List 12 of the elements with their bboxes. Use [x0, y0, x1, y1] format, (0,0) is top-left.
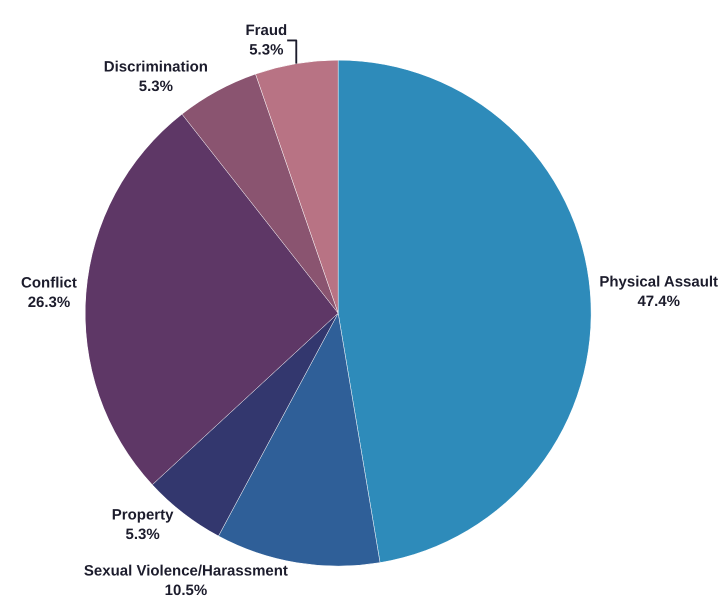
data-label: 10.5% [164, 582, 208, 599]
data-label: 5.3% [126, 526, 160, 543]
slice-label: Property [112, 506, 174, 524]
data-label: 26.3% [28, 294, 70, 312]
slice-label: Fraud [245, 22, 288, 40]
slice-label: Conflict [21, 274, 77, 292]
data-label: 47.4% [637, 293, 680, 310]
data-label: 5.3% [249, 42, 284, 59]
slice-label: Discrimination [104, 58, 208, 76]
data-label: 5.3% [138, 78, 173, 96]
slice-label: Physical Assault [599, 274, 718, 291]
slice-label: Sexual Violence/Harassment [84, 562, 288, 580]
